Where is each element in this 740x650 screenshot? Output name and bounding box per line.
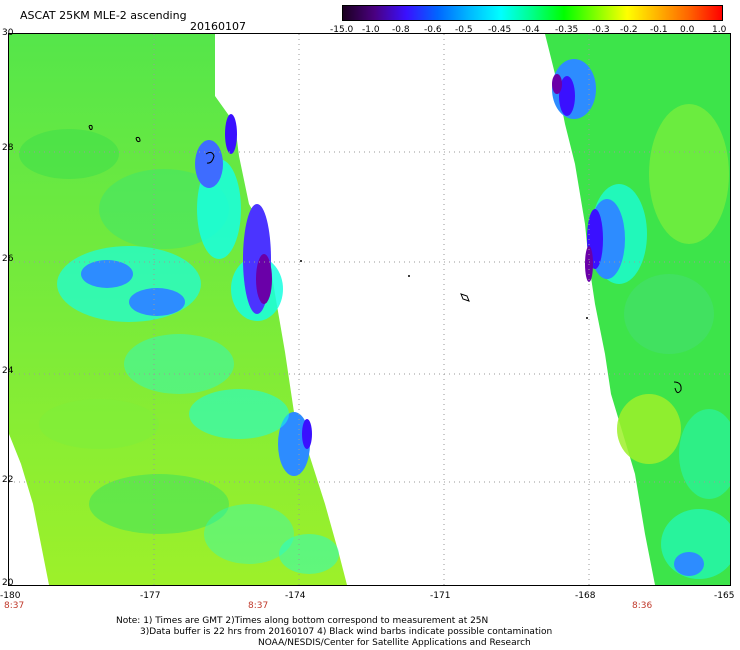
colorbar-label: -0.4 bbox=[522, 25, 540, 35]
colorbar-label: -0.6 bbox=[424, 25, 442, 35]
left-swath-features bbox=[19, 114, 339, 574]
graticule bbox=[9, 34, 730, 585]
lat-label: 20 bbox=[2, 578, 14, 588]
colorbar-label: -0.2 bbox=[620, 25, 638, 35]
lon-label: -165 bbox=[714, 591, 735, 601]
lat-label: 30 bbox=[2, 28, 14, 38]
lat-label: 28 bbox=[2, 143, 14, 153]
colorbar-labels: -15.0 -1.0 -0.8 -0.6 -0.5 -0.45 -0.4 -0.… bbox=[330, 25, 730, 37]
lat-label: 22 bbox=[2, 475, 14, 485]
lat-label: 24 bbox=[2, 366, 14, 376]
lat-label: 26 bbox=[2, 254, 14, 264]
colorbar-label: -0.5 bbox=[455, 25, 473, 35]
map-title: ASCAT 25KM MLE-2 ascending bbox=[20, 9, 187, 22]
map-date: 20160107 bbox=[190, 20, 246, 33]
lon-label: -177 bbox=[140, 591, 161, 601]
colorbar-label: -1.0 bbox=[362, 25, 380, 35]
colorbar-label: -0.45 bbox=[488, 25, 512, 35]
orbit-time-label: 8:37 bbox=[248, 601, 269, 611]
colorbar-label: -0.35 bbox=[555, 25, 579, 35]
orbit-time-label: 8:36 bbox=[632, 601, 653, 611]
right-swath-features bbox=[552, 59, 730, 579]
colorbar-label: -0.3 bbox=[592, 25, 610, 35]
colorbar-label: -0.1 bbox=[650, 25, 668, 35]
colorbar-label: 0.0 bbox=[680, 25, 695, 35]
lon-label: -174 bbox=[285, 591, 306, 601]
map-swath-layer bbox=[9, 34, 730, 585]
colorbar-label: -0.8 bbox=[392, 25, 410, 35]
orbit-time-label: 8:37 bbox=[4, 601, 25, 611]
note-line: Note: 1) Times are GMT 2)Times along bot… bbox=[116, 616, 489, 626]
colorbar bbox=[342, 5, 723, 21]
lon-label: -171 bbox=[430, 591, 451, 601]
note-line: NOAA/NESDIS/Center for Satellite Applica… bbox=[258, 638, 531, 648]
colorbar-label: 1.0 bbox=[712, 25, 727, 35]
island-dots bbox=[300, 260, 588, 319]
colorbar-label: -15.0 bbox=[330, 25, 354, 35]
map-plot-area bbox=[8, 33, 731, 586]
note-line: 3)Data buffer is 22 hrs from 20160107 4)… bbox=[140, 627, 553, 637]
lon-label: -180 bbox=[0, 591, 21, 601]
lon-label: -168 bbox=[575, 591, 596, 601]
island-outlines bbox=[88, 124, 682, 394]
